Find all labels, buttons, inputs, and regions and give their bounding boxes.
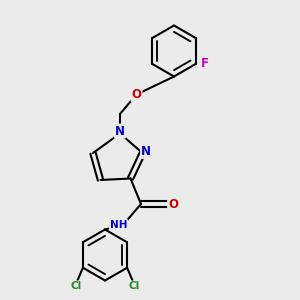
Text: Cl: Cl	[71, 281, 82, 291]
Text: O: O	[131, 88, 142, 101]
Text: NH: NH	[110, 220, 127, 230]
Text: Cl: Cl	[128, 281, 139, 291]
Text: N: N	[141, 145, 151, 158]
Text: F: F	[200, 57, 208, 70]
Text: N: N	[115, 124, 125, 138]
Text: O: O	[168, 197, 178, 211]
